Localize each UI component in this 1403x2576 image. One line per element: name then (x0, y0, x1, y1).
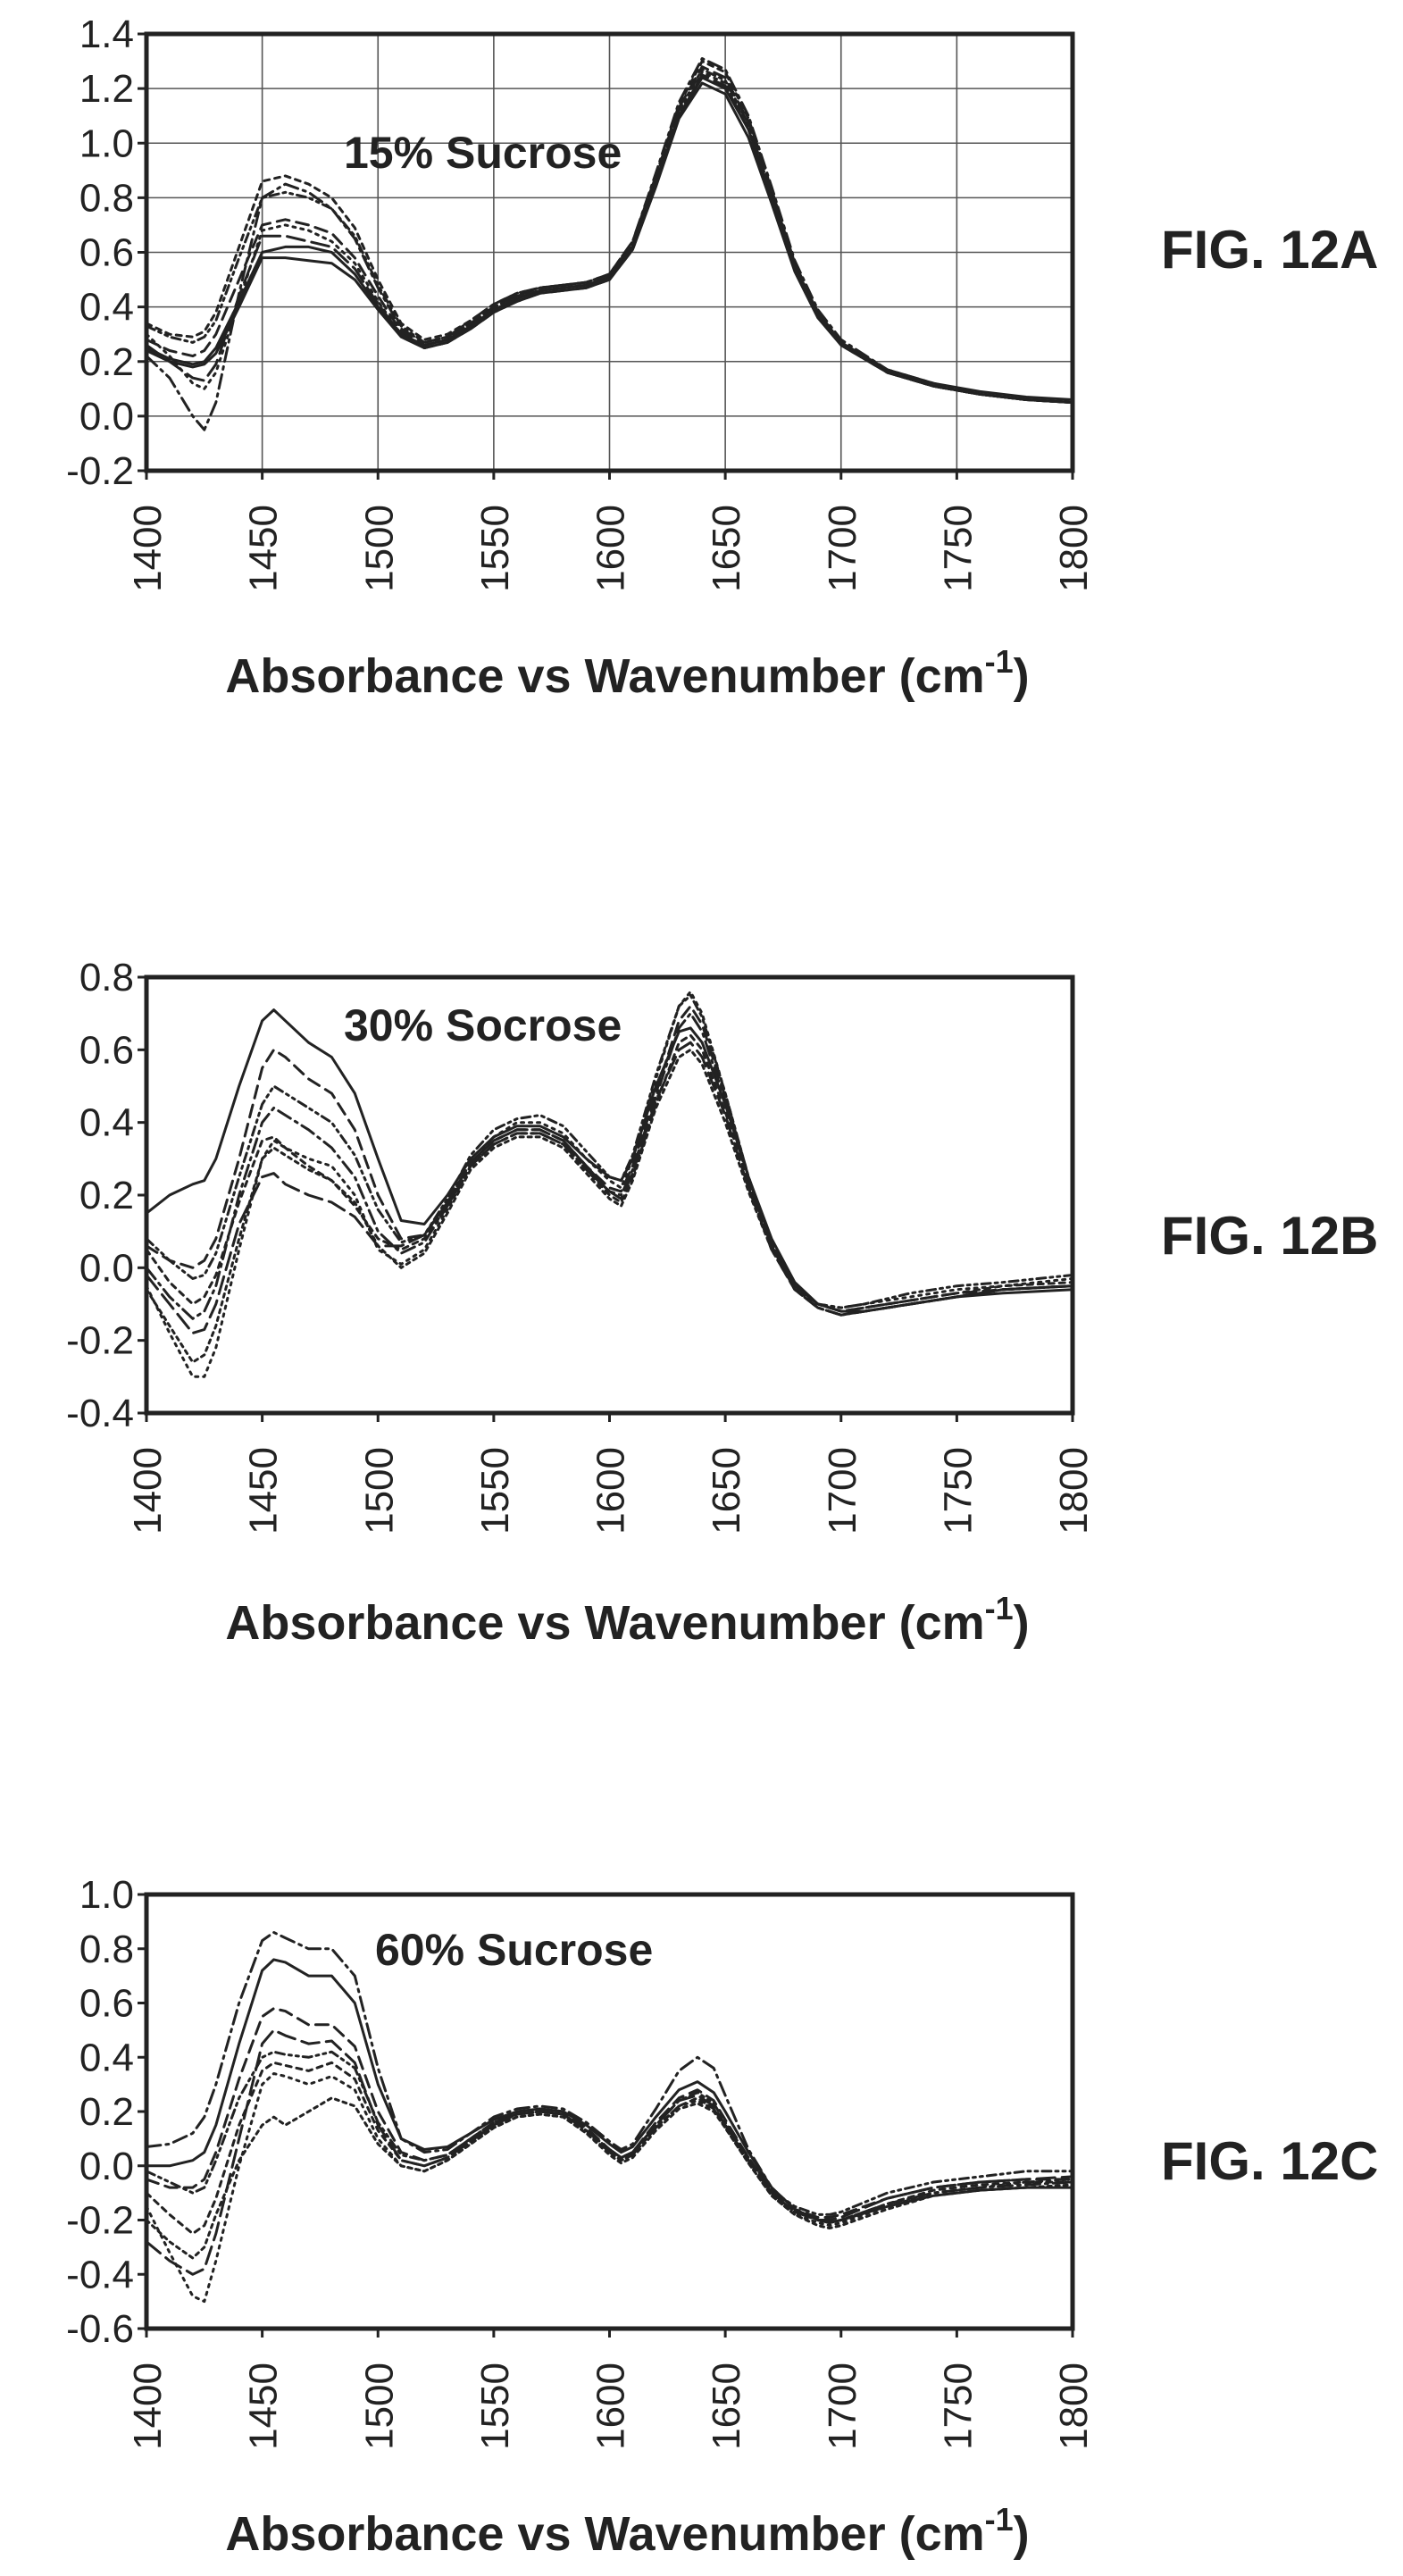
x-tick-label: 1450 (242, 2363, 286, 2450)
y-tick-label: 0.0 (79, 395, 134, 439)
y-tick-label: -0.2 (66, 449, 134, 493)
chart-panel-3: -0.6 -0.4 -0.2 0.0 0.2 0.4 0.6 0.8 1.0 1400 1450 15… (66, 1873, 1378, 2561)
series-annotation: 30% Socrose (344, 1000, 622, 1050)
x-tick-label: 1700 (821, 1447, 864, 1535)
x-tick-label: 1800 (1052, 2363, 1096, 2450)
series-line-5 (145, 2072, 1074, 2304)
x-tick-label: 1550 (473, 2363, 517, 2450)
x-tick-label: 1600 (589, 2363, 633, 2450)
series-annotation: 60% Sucrose (375, 1925, 653, 1975)
y-tick-label: 0.8 (79, 176, 134, 220)
series-line-3 (145, 1012, 1074, 1320)
y-tick-label: -0.4 (66, 1392, 134, 1435)
x-axis-title: Absorbance vs Wavenumber (cm-1) (225, 643, 1029, 703)
y-tick-label: 1.4 (79, 13, 134, 56)
y-tick-label: 0.2 (79, 340, 134, 384)
x-tick-label: 1500 (357, 1447, 401, 1535)
y-tick-label: 1.2 (79, 67, 134, 111)
figure-label: FIG. 12A (1161, 220, 1378, 280)
series-line-8 (145, 73, 1074, 405)
y-tick-label: 0.4 (79, 286, 134, 330)
y-tick-label: 0.2 (79, 2090, 134, 2134)
y-tick-label: 1.0 (79, 121, 134, 165)
series-line-8 (145, 1048, 1074, 1364)
x-axis-title: Absorbance vs Wavenumber (cm-1) (225, 2501, 1029, 2561)
chart-panel-1: -0.2 0.0 0.2 0.4 0.6 0.8 1.0 1.2 1.4 1400 1450 1500… (66, 13, 1378, 703)
x-tick-label: 1650 (705, 2363, 748, 2450)
x-tick-label: 1750 (936, 505, 980, 592)
y-tick-label: 0.8 (79, 956, 134, 999)
series-line-3 (145, 2007, 1074, 2219)
x-tick-label: 1600 (589, 1447, 633, 1535)
y-tick-label: -0.6 (66, 2307, 134, 2351)
x-tick-label: 1750 (936, 2363, 980, 2450)
x-tick-label: 1500 (357, 505, 401, 592)
x-tick-label: 1650 (705, 1447, 748, 1535)
series-line-4 (145, 990, 1074, 1378)
series-line-2 (145, 1005, 1074, 1313)
x-tick-label: 1800 (1052, 1447, 1096, 1535)
y-tick-label: 0.0 (79, 2145, 134, 2188)
series-line-7 (145, 993, 1074, 1309)
x-tick-label: 1450 (242, 505, 286, 592)
series-line-8 (145, 2096, 1074, 2260)
figure-label: FIG. 12B (1161, 1206, 1378, 1266)
x-tick-label: 1600 (589, 505, 633, 592)
x-tick-label: 1700 (821, 505, 864, 592)
x-tick-label: 1650 (705, 505, 748, 592)
y-tick-label: 0.6 (79, 231, 134, 275)
series-line-2 (145, 1931, 1074, 2224)
x-tick-label: 1700 (821, 2363, 864, 2450)
y-tick-label: 0.0 (79, 1246, 134, 1290)
x-tick-label: 1550 (473, 1447, 517, 1535)
series-line-5 (145, 60, 1074, 405)
series-line-6 (145, 1041, 1074, 1334)
x-tick-label: 1500 (357, 2363, 401, 2450)
y-tick-label: 0.8 (79, 1928, 134, 1971)
series-line-5 (145, 1033, 1074, 1313)
chart-panel-2: -0.4 -0.2 0.0 0.2 0.4 0.6 0.8 1400 1450 1500 1550 1… (66, 956, 1378, 1650)
series-line-7 (145, 2061, 1074, 2236)
y-tick-label: 0.4 (79, 2036, 134, 2079)
x-axis-title: Absorbance vs Wavenumber (cm-1) (225, 1590, 1029, 1650)
series-annotation: 15% Sucrose (344, 128, 622, 178)
x-tick-label: 1400 (126, 2363, 170, 2450)
x-tick-label: 1400 (126, 1447, 170, 1535)
y-tick-label: 0.6 (79, 1028, 134, 1072)
y-tick-label: 0.6 (79, 1982, 134, 2026)
series-line-1 (145, 1008, 1074, 1313)
x-tick-label: 1400 (126, 505, 170, 592)
x-tick-label: 1750 (936, 1447, 980, 1535)
figure-label: FIG. 12C (1161, 2131, 1378, 2191)
y-tick-label: -0.4 (66, 2253, 134, 2296)
y-tick-label: -0.2 (66, 1319, 134, 1363)
x-tick-label: 1550 (473, 505, 517, 592)
y-tick-label: 1.0 (79, 1873, 134, 1917)
x-tick-label: 1800 (1052, 505, 1096, 592)
x-tick-label: 1450 (242, 1447, 286, 1535)
y-tick-label: 0.4 (79, 1101, 134, 1145)
y-tick-label: 0.2 (79, 1174, 134, 1217)
y-tick-label: -0.2 (66, 2199, 134, 2243)
